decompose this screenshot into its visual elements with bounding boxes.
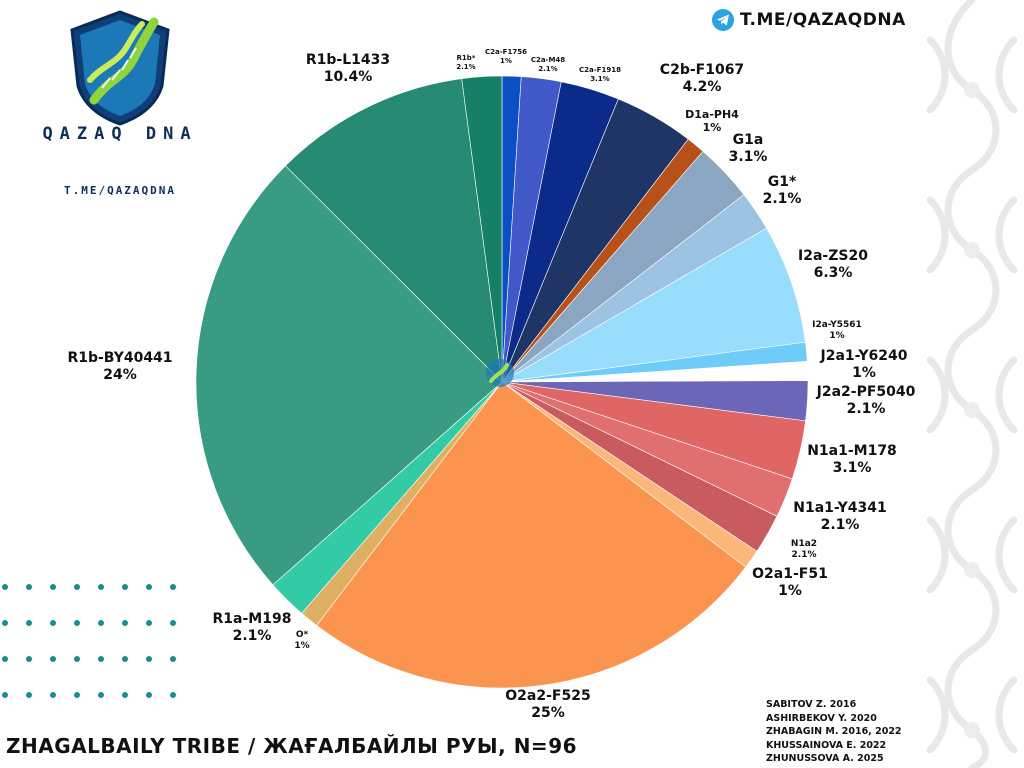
decorative-dot	[2, 584, 8, 590]
decorative-dot	[2, 620, 8, 626]
decorative-dot	[98, 692, 104, 698]
dna-shield-icon	[70, 10, 170, 126]
slice-label: J2a1-Y6240 1%	[820, 348, 908, 381]
slice-label: I2a-ZS20 6.3%	[798, 248, 868, 281]
decorative-dot	[26, 656, 32, 662]
slice-label: O* 1%	[294, 630, 309, 651]
decorative-dot	[26, 584, 32, 590]
decorative-dot	[2, 692, 8, 698]
slice-label: R1b-L1433 10.4%	[306, 52, 390, 85]
center-watermark-logo	[486, 359, 514, 387]
decorative-dot	[74, 692, 80, 698]
decorative-dot	[50, 620, 56, 626]
pie-slice-r1b	[461, 75, 503, 383]
slice-label: C2a-F1756 1%	[485, 48, 527, 65]
decorative-dot	[98, 584, 104, 590]
slice-label: I2a-Y5561 1%	[812, 320, 862, 341]
slice-label: N1a1-Y4341 2.1%	[793, 500, 887, 533]
decorative-dot	[122, 692, 128, 698]
sources-list: SABITOV Z. 2016 ASHIRBEKOV Y. 2020 ZHABA…	[766, 698, 946, 766]
source-item: SABITOV Z. 2016	[766, 699, 857, 710]
decorative-dot	[98, 620, 104, 626]
decorative-dot	[74, 620, 80, 626]
slice-label: R1b-BY40441 24%	[67, 350, 172, 383]
slice-label: R1a-M198 2.1%	[213, 611, 292, 644]
decorative-dot	[26, 692, 32, 698]
decorative-dot	[170, 692, 176, 698]
slice-label: N1a2 2.1%	[791, 539, 817, 560]
dot-grid-decoration	[2, 584, 202, 714]
slice-label: C2a-F1918 3.1%	[579, 66, 621, 83]
pie-slice-r1b-l1433	[285, 78, 503, 383]
slice-label: N1a1-M178 3.1%	[807, 443, 897, 476]
slice-label: G1a 3.1%	[729, 132, 768, 165]
slice-label: O2a1-F51 1%	[752, 566, 828, 599]
decorative-dot	[2, 656, 8, 662]
slice-label: O2a2-F525 25%	[505, 688, 590, 721]
telegram-icon	[712, 9, 734, 31]
source-item: ZHABAGIN M. 2016, 2022	[766, 726, 902, 737]
decorative-dot	[50, 692, 56, 698]
decorative-dot	[170, 656, 176, 662]
slice-label: C2b-F1067 4.2%	[660, 62, 744, 95]
logo-url-text: T.ME/QAZAQDNA	[63, 184, 177, 197]
chart-title: ZHAGALBAILY TRIBE / ЖАҒАЛБАЙЛЫ РУЫ, N=96	[6, 734, 578, 758]
qazaq-dna-logo: QAZAQ DNA T.ME/QAZAQDNA	[30, 8, 210, 200]
kazakh-ornament-strip	[926, 0, 1018, 768]
decorative-dot	[50, 584, 56, 590]
slice-label: G1* 2.1%	[763, 174, 802, 207]
decorative-dot	[122, 584, 128, 590]
decorative-dot	[98, 656, 104, 662]
pie-slice-i2a-zs20	[501, 227, 806, 383]
decorative-dot	[146, 584, 152, 590]
decorative-dot	[26, 620, 32, 626]
decorative-dot	[50, 656, 56, 662]
source-item: KHUSSAINOVA E. 2022	[766, 739, 887, 751]
slice-label: C2a-M48 2.1%	[531, 56, 565, 73]
decorative-dot	[146, 656, 152, 662]
decorative-dot	[146, 620, 152, 626]
source-item: ASHIRBEKOV Y. 2020	[766, 712, 877, 724]
decorative-dot	[146, 692, 152, 698]
slice-label: D1a-PH4 1%	[685, 108, 739, 134]
source-item: ZHUNUSSOVA A. 2025	[766, 753, 884, 764]
decorative-dot	[122, 656, 128, 662]
telegram-link[interactable]: T.ME/QAZAQDNA	[712, 6, 906, 34]
decorative-dot	[74, 656, 80, 662]
pie-slice-o2a2-f525	[316, 381, 747, 689]
slice-label: R1b* 2.1%	[456, 54, 476, 71]
decorative-dot	[170, 584, 176, 590]
decorative-dot	[74, 584, 80, 590]
pie-slice-r1b-by40441	[195, 165, 503, 586]
telegram-link-text: T.ME/QAZAQDNA	[740, 10, 906, 30]
decorative-dot	[170, 620, 176, 626]
logo-brand-text: QAZAQ DNA	[42, 124, 198, 144]
slice-label: J2a2-PF5040 2.1%	[816, 384, 916, 417]
decorative-dot	[122, 620, 128, 626]
